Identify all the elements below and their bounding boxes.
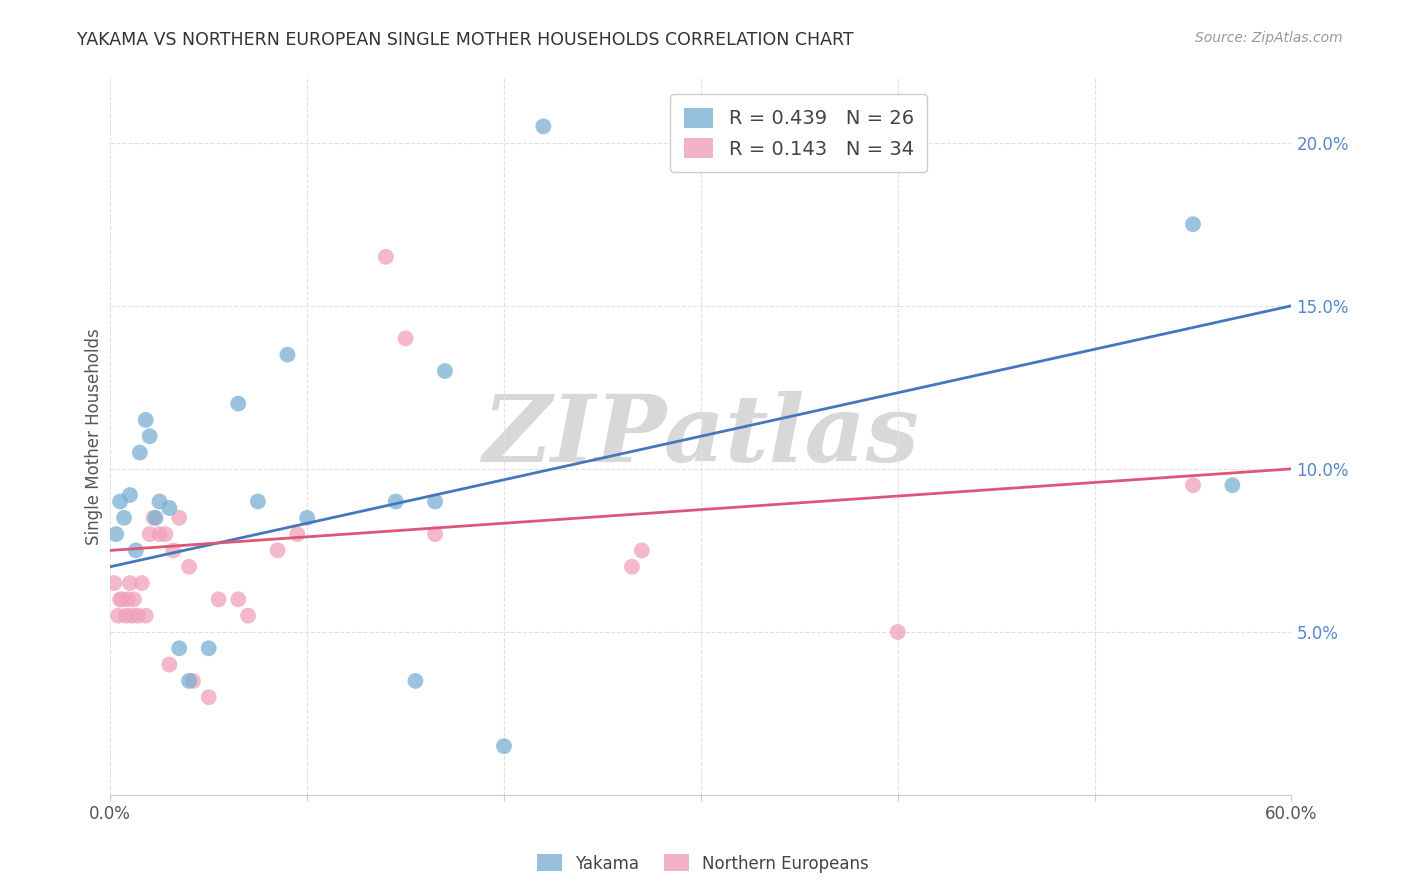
- Point: [181, 673, 204, 688]
- Point: [226, 397, 249, 411]
- Point: [531, 120, 554, 134]
- Point: [157, 501, 180, 516]
- Point: [246, 494, 269, 508]
- Point: [103, 576, 125, 591]
- Point: [404, 673, 426, 688]
- Point: [148, 527, 170, 541]
- Y-axis label: Single Mother Households: Single Mother Households: [86, 328, 103, 545]
- Point: [128, 445, 150, 459]
- Point: [135, 413, 157, 427]
- Point: [374, 250, 396, 264]
- Point: [118, 576, 141, 591]
- Point: [162, 543, 184, 558]
- Text: YAKAMA VS NORTHERN EUROPEAN SINGLE MOTHER HOUSEHOLDS CORRELATION CHART: YAKAMA VS NORTHERN EUROPEAN SINGLE MOTHE…: [77, 31, 853, 49]
- Point: [157, 657, 180, 672]
- Point: [125, 543, 148, 558]
- Point: [108, 592, 131, 607]
- Text: ZIPatlas: ZIPatlas: [482, 392, 920, 482]
- Point: [423, 494, 446, 508]
- Point: [148, 494, 170, 508]
- Point: [145, 510, 167, 524]
- Point: [115, 608, 138, 623]
- Point: [630, 543, 652, 558]
- Point: [1222, 478, 1244, 492]
- Point: [131, 576, 153, 591]
- Point: [177, 673, 200, 688]
- Point: [138, 429, 160, 443]
- Point: [112, 510, 135, 524]
- Point: [285, 527, 308, 541]
- Point: [105, 527, 128, 541]
- Point: [177, 559, 200, 574]
- Point: [108, 494, 131, 508]
- Point: [167, 510, 190, 524]
- Point: [394, 331, 416, 345]
- Point: [423, 527, 446, 541]
- Point: [384, 494, 406, 508]
- Text: Source: ZipAtlas.com: Source: ZipAtlas.com: [1195, 31, 1343, 45]
- Point: [111, 592, 134, 607]
- Point: [236, 608, 259, 623]
- Point: [127, 608, 149, 623]
- Point: [107, 608, 129, 623]
- Point: [121, 608, 143, 623]
- Point: [118, 488, 141, 502]
- Point: [886, 624, 908, 639]
- Point: [117, 592, 139, 607]
- Point: [276, 348, 298, 362]
- Point: [155, 527, 177, 541]
- Legend: Yakama, Northern Europeans: Yakama, Northern Europeans: [530, 847, 876, 880]
- Point: [1182, 217, 1205, 231]
- Point: [433, 364, 456, 378]
- Legend: R = 0.439   N = 26, R = 0.143   N = 34: R = 0.439 N = 26, R = 0.143 N = 34: [671, 95, 928, 172]
- Point: [167, 641, 190, 656]
- Point: [226, 592, 249, 607]
- Point: [295, 510, 318, 524]
- Point: [197, 641, 219, 656]
- Point: [620, 559, 643, 574]
- Point: [492, 739, 515, 753]
- Point: [142, 510, 165, 524]
- Point: [266, 543, 288, 558]
- Point: [138, 527, 160, 541]
- Point: [135, 608, 157, 623]
- Point: [207, 592, 229, 607]
- Point: [122, 592, 145, 607]
- Point: [1182, 478, 1205, 492]
- Point: [197, 690, 219, 705]
